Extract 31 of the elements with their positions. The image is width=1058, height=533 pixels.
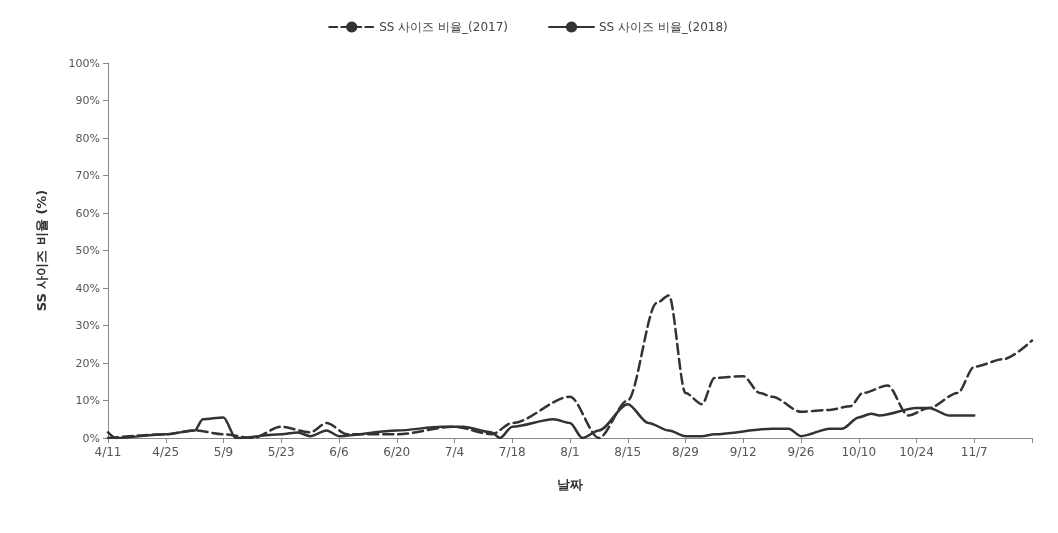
y-tick-label: 60% bbox=[75, 206, 100, 220]
x-tick-label: 6/20 bbox=[383, 445, 411, 459]
y-tick-label: 100% bbox=[68, 56, 100, 70]
x-tick-label: 11/7 bbox=[960, 445, 988, 459]
y-tick-label: 0% bbox=[82, 431, 100, 445]
legend-label: SS 사이즈 비율_(2017) bbox=[379, 20, 508, 34]
x-tick-label: 4/11 bbox=[94, 445, 122, 459]
y-tick-label: 20% bbox=[75, 356, 100, 370]
x-tick-label: 8/15 bbox=[614, 445, 642, 459]
x-tick-label: 7/4 bbox=[444, 445, 465, 459]
y-axis-title: SS 사이즈 비율 (%) bbox=[34, 189, 49, 312]
y-tick-label: 80% bbox=[75, 131, 100, 145]
x-tick-label: 5/23 bbox=[267, 445, 295, 459]
x-tick-label: 4/25 bbox=[152, 445, 180, 459]
y-tick-label: 90% bbox=[75, 94, 100, 107]
x-tick-label: 8/1 bbox=[560, 445, 580, 459]
y-tick-label: 40% bbox=[75, 281, 100, 295]
x-tick-label: 9/12 bbox=[729, 445, 757, 459]
legend-label: SS 사이즈 비율_(2018) bbox=[599, 20, 728, 34]
y-tick-label: 30% bbox=[75, 319, 100, 332]
x-tick-label: 9/26 bbox=[787, 445, 815, 459]
x-tick-label: 8/29 bbox=[672, 445, 699, 459]
x-tick-label: 5/9 bbox=[213, 445, 234, 459]
x-tick-label: 7/18 bbox=[498, 445, 526, 459]
x-axis-title: 날짜 bbox=[557, 477, 583, 492]
x-tick-label: 10/10 bbox=[841, 445, 877, 459]
y-tick-label: 10% bbox=[75, 394, 100, 407]
x-tick-label: 6/6 bbox=[329, 445, 349, 459]
x-tick-label: 10/24 bbox=[899, 445, 934, 459]
y-tick-label: 50% bbox=[75, 244, 100, 257]
y-tick-label: 70% bbox=[75, 169, 100, 182]
